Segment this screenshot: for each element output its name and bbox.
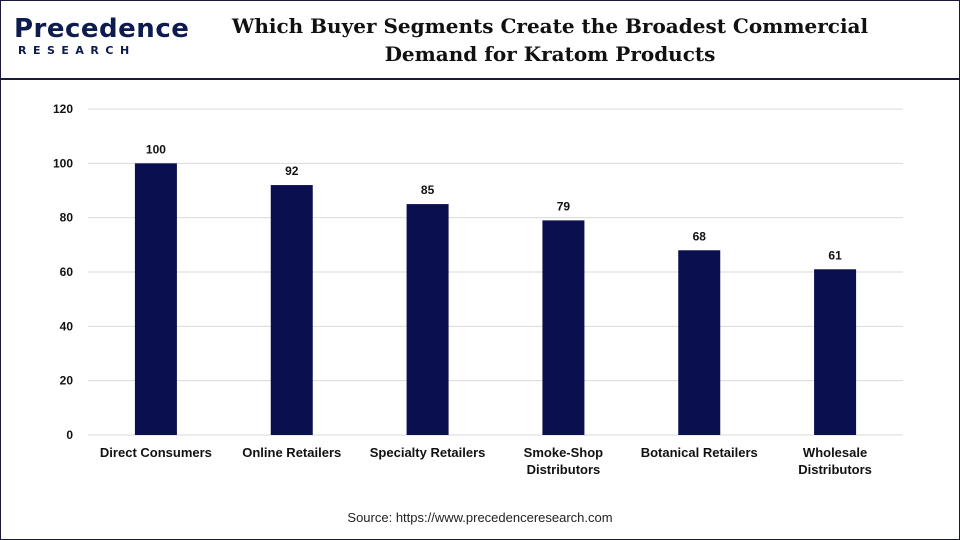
x-tick-label: Direct Consumers bbox=[100, 445, 212, 460]
source-note: Source: https://www.precedenceresearch.c… bbox=[347, 510, 613, 525]
y-tick-label: 60 bbox=[60, 265, 74, 279]
x-tick-label: Specialty Retailers bbox=[370, 445, 486, 460]
data-label: 85 bbox=[421, 183, 435, 197]
bar bbox=[542, 220, 585, 435]
bar-chart: 0 20 40 60 80 100 120 100 Direct Consumers 92 Onli… bbox=[53, 102, 903, 477]
data-label: 68 bbox=[693, 229, 707, 243]
bar bbox=[270, 185, 313, 435]
logo-subtitle: RESEARCH bbox=[18, 44, 136, 57]
x-tick-label: Smoke-Shop Distributors bbox=[524, 445, 604, 477]
x-tick-label: Online Retailers bbox=[242, 445, 341, 460]
x-tick-label: Wholesale Distributors bbox=[798, 445, 872, 477]
y-tick-label: 40 bbox=[60, 319, 74, 333]
brand-logo: Precedence RESEARCH bbox=[14, 14, 189, 64]
y-tick-label: 100 bbox=[53, 156, 73, 170]
bar bbox=[814, 269, 857, 435]
y-tick-label: 80 bbox=[60, 211, 74, 225]
data-label: 61 bbox=[828, 248, 842, 262]
header: Precedence RESEARCH Which Buyer Segments… bbox=[0, 0, 960, 80]
y-tick-label: 20 bbox=[60, 374, 74, 388]
chart-title: Which Buyer Segments Create the Broadest… bbox=[231, 14, 869, 66]
x-tick-label: Botanical Retailers bbox=[641, 445, 758, 460]
bar bbox=[134, 163, 177, 435]
data-label: 92 bbox=[285, 164, 299, 178]
data-label: 100 bbox=[146, 142, 166, 156]
bar bbox=[406, 204, 449, 435]
y-tick-label: 120 bbox=[53, 102, 73, 116]
data-label: 79 bbox=[557, 199, 571, 213]
logo-wordmark: Precedence bbox=[14, 14, 190, 44]
bar bbox=[678, 250, 721, 435]
y-tick-label: 0 bbox=[66, 428, 73, 442]
